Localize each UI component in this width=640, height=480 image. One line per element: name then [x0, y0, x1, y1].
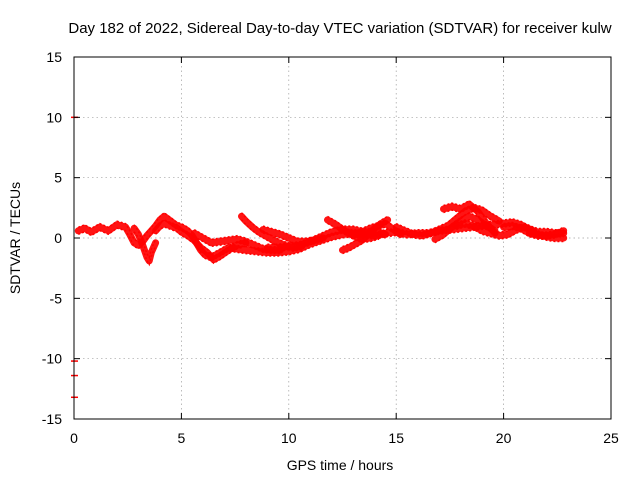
sdtvar-track-fringe: [133, 231, 157, 267]
sdtvar-track-fringe: [193, 236, 281, 255]
x-tick-label: 25: [603, 430, 619, 446]
sdtvar-track: [392, 204, 503, 240]
y-tick-label: -5: [50, 290, 63, 306]
sdtvar-track: [525, 227, 568, 240]
sdtvar-track-fringe: [155, 226, 247, 265]
sdtvar-track-fringe: [529, 226, 564, 233]
x-tick-label: 20: [496, 430, 512, 446]
sdtvar-track-fringe: [352, 219, 401, 233]
sdtvar-track: [349, 220, 404, 240]
y-tick-label: 5: [54, 170, 62, 186]
x-tick-label: 0: [70, 430, 78, 446]
sdtvar-track-fringe: [443, 206, 496, 238]
sdtvar-track-fringe: [342, 215, 388, 248]
sdtvar-track: [440, 200, 499, 237]
sdtvar-track-fringe: [352, 226, 401, 240]
sdtvar-track-fringe: [240, 219, 302, 252]
sdtvar-track-fringe: [503, 228, 564, 243]
y-tick-label: 10: [46, 109, 62, 125]
sdtvar-track-fringe: [327, 222, 380, 244]
y-tick-label: 0: [54, 230, 62, 246]
sdtvar-track-fringe: [133, 224, 157, 260]
sdtvar-track-fringe: [529, 233, 564, 240]
data-series-sdtvar: [71, 116, 568, 399]
sdtvar-track-fringe: [342, 222, 388, 255]
sdtvar-track-fringe: [443, 199, 496, 231]
sdtvar-track: [152, 220, 250, 264]
y-tick-label: -10: [42, 351, 62, 367]
sdtvar-track-fringe: [155, 219, 247, 258]
x-tick-label: 10: [281, 430, 297, 446]
x-tick-label: 5: [178, 430, 186, 446]
axis-ticks: 0 5 10 15 20 25 -15 -10 -5 0 5 10 15: [42, 49, 619, 446]
x-tick-label: 15: [388, 430, 404, 446]
y-tick-label: 15: [46, 49, 62, 65]
y-tick-label: -15: [42, 411, 62, 427]
chart-title: Day 182 of 2022, Sidereal Day-to-day VTE…: [68, 20, 611, 37]
x-axis-label: GPS time / hours: [287, 457, 394, 473]
y-axis-label: SDTVAR / TECUs: [7, 182, 23, 294]
sdtvar-track: [130, 224, 160, 265]
sdtvar-track-fringe: [434, 211, 496, 237]
